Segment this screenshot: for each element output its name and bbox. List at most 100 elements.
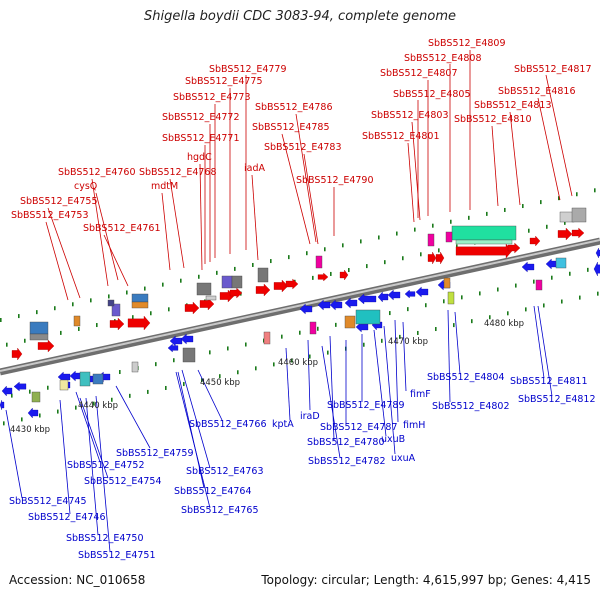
leader-line [161,192,171,271]
gene-label: SbBS512_E4755 [20,196,98,207]
tick-mark [335,322,337,327]
leader-line [281,133,311,245]
gene-box [107,299,115,307]
gene-box [555,257,567,269]
gene-arrow-forward [255,283,271,297]
tick-mark [543,303,545,308]
leader-line [533,305,545,379]
gene-label: SbBS512_E4754 [84,476,162,487]
tick-mark [486,211,488,216]
gene-label: SbBS512_E4753 [11,210,89,221]
leader-line [411,121,421,221]
gene-label: SbBS512_E4765 [181,505,259,516]
tick-mark [126,290,128,295]
leader-line [85,397,99,536]
tick-mark [576,192,578,197]
tick-mark [402,256,404,261]
tick-mark [324,247,326,252]
gene-arrow-forward [435,251,445,265]
leader-line [75,391,101,463]
gene-arrow-reverse [169,335,183,347]
tick-mark [75,405,77,410]
gene-label: SbBS512_E4801 [362,131,440,142]
gene-label: SbBS512_E4760 [58,167,136,178]
tick-mark [93,401,95,406]
gene-label: mdtM [151,181,178,192]
gene-arrow-reverse [167,343,179,353]
tick-mark [522,204,524,209]
leader-line [95,192,119,281]
leader-line [199,163,203,271]
tick-mark [489,315,491,320]
gene-label: SbBS512_E4805 [393,89,471,100]
gene-label: fimH [403,420,425,431]
gene-box [59,379,69,391]
tick-mark [312,275,314,280]
tick-mark [450,219,452,224]
gene-box [535,279,543,291]
gene-label: SbBS512_E4782 [308,456,386,467]
gene-box [355,309,381,325]
gene-arrow-reverse [357,293,377,305]
gene-arrow-reverse [415,286,429,298]
gene-box [309,321,317,335]
gene-label: SbBS512_E4809 [428,38,506,49]
tick-mark [540,200,542,205]
tick-mark [443,299,445,304]
tick-mark [594,188,596,193]
gene-box [571,207,587,223]
gene-box [131,293,149,303]
gene-label: SbBS512_E4761 [83,223,161,234]
tick-mark [3,421,5,426]
gene-label: SbBS512_E4759 [116,448,194,459]
tick-mark [515,283,517,288]
tick-mark [378,235,380,240]
gene-label: SbBS512_E4811 [510,376,588,387]
position-tick-label: 4440 kbp [78,401,118,411]
tick-mark [165,385,167,390]
tick-mark [96,323,98,328]
tick-mark [558,196,560,201]
leader-line [373,329,387,437]
gene-box [263,331,271,345]
tick-mark [57,409,59,414]
gene-label: SbBS512_E4779 [209,64,287,75]
gene-box [182,347,196,363]
tick-mark [420,252,422,257]
leader-line [177,371,205,489]
genome-backbone [0,237,600,376]
tick-mark [528,228,530,233]
gene-arrow-forward [109,317,125,331]
tick-mark [407,307,409,312]
gene-arrow-forward [229,287,243,299]
tick-mark [173,358,175,363]
topology-text: Topology: circular; Length: 4,615,997 bp… [261,573,591,587]
gene-arrow-forward [317,272,329,282]
tick-mark [366,264,368,269]
tick-mark [72,302,74,307]
tick-mark [270,259,272,264]
leader-line [321,345,341,459]
tick-mark [201,378,203,383]
gene-label: SbBS512_E4808 [404,53,482,64]
gene-label: SbBS512_E4787 [320,422,398,433]
gene-label: uxuA [391,453,416,464]
tick-mark [468,215,470,220]
gene-box [205,295,217,301]
gene-box [427,233,435,247]
gene-features [0,207,600,419]
gene-box [451,225,517,241]
gene-arrow-forward [11,347,23,361]
gene-arrow-reverse [13,381,27,392]
gene-arrow-forward [37,339,55,353]
tick-mark [396,231,398,236]
leader-line [329,335,335,441]
tick-mark [389,311,391,316]
gene-arrow-reverse [299,303,313,315]
tick-mark [299,330,301,335]
gene-arrow-reverse [595,247,600,259]
gene-arrow-forward [285,278,299,290]
tick-mark [564,220,566,225]
gene-box [31,391,41,403]
map-title: Shigella boydii CDC 3083-94, complete ge… [143,9,457,24]
